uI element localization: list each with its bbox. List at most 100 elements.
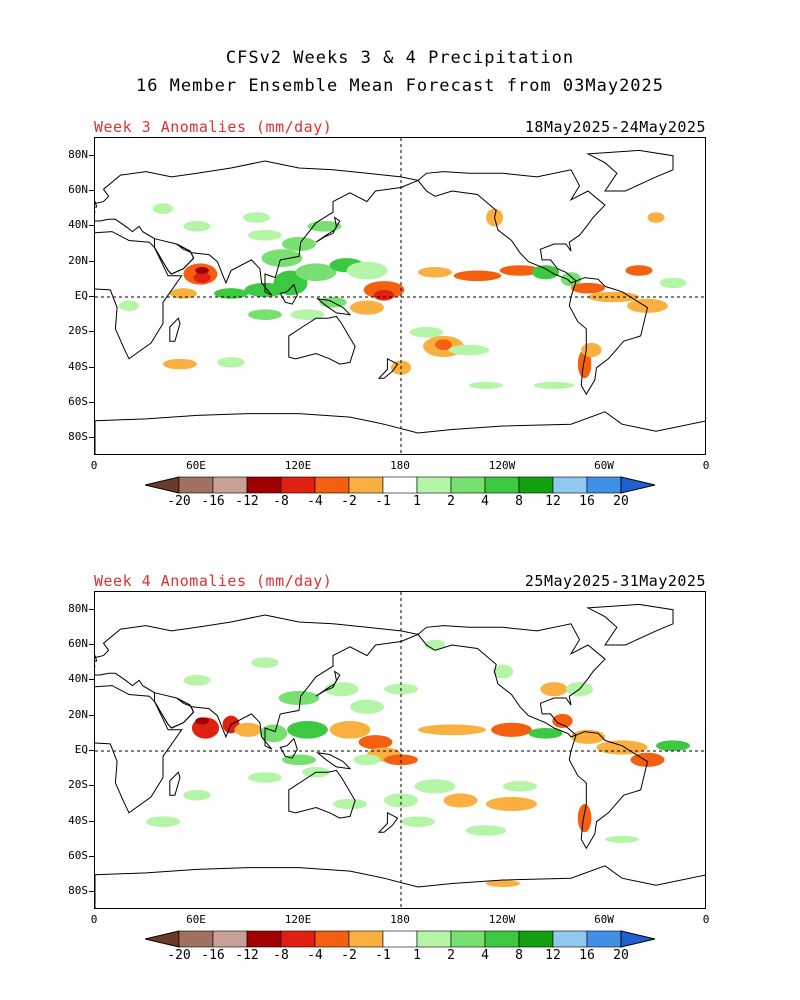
lat-label: 40S (68, 813, 88, 827)
anomaly-patch (248, 309, 282, 320)
colorbar-label: 20 (613, 494, 629, 509)
anomaly-patch (248, 229, 282, 241)
lat-tick (89, 644, 94, 645)
lat-tick (89, 225, 94, 227)
lat-label: 60S (68, 849, 88, 862)
colorbar-label: 8 (515, 948, 523, 963)
colorbar-svg (145, 476, 656, 494)
anomaly-patch (627, 298, 668, 313)
colorbar-label: -20 (167, 494, 191, 509)
anomaly-patch (577, 350, 592, 379)
lat-tick (89, 296, 94, 297)
coastline-madagascar (169, 317, 181, 342)
coastline-new-zealand (377, 357, 399, 379)
lat-tick (89, 820, 94, 822)
colorbar-label: -12 (235, 494, 259, 509)
coastline-madagascar (169, 771, 181, 796)
colorbar-label: -2 (341, 948, 357, 963)
lat-label: 40N (68, 672, 88, 686)
colorbar-swatch (586, 930, 622, 948)
anomaly-patch (217, 357, 245, 368)
colorbar-svg (145, 930, 656, 948)
colorbar-arrow-low (145, 476, 180, 494)
anomaly-patch (295, 263, 337, 282)
lon-label: 120W (488, 459, 516, 472)
anomaly-patch (528, 728, 563, 739)
anomaly-patch (118, 300, 140, 312)
colorbar-swatch (178, 930, 214, 948)
anomaly-patch (183, 221, 211, 232)
colorbar-label: 1 (413, 948, 421, 963)
anomaly-patch (540, 682, 568, 697)
anomaly-patch (503, 781, 537, 792)
map1-svg (95, 138, 705, 454)
anomaly-patch (465, 825, 507, 836)
colorbar-label: -16 (201, 494, 225, 509)
anomaly-patch (659, 277, 687, 289)
lat-tick (89, 679, 94, 681)
coastline-greenland (586, 603, 674, 646)
colorbar-swatch (212, 930, 248, 948)
colorbar-swatch (484, 476, 520, 494)
lat-tick (89, 750, 94, 751)
anomaly-patch (656, 740, 690, 751)
anomaly-patch (346, 236, 388, 252)
lat-label: 20N (68, 707, 88, 721)
colorbar-label: -1 (375, 948, 391, 963)
coastline-africa (95, 685, 183, 814)
coastline-new-guinea (316, 298, 352, 316)
lat-tick (89, 608, 94, 610)
colorbar-swatch (552, 930, 588, 948)
anomaly-patch (492, 664, 514, 679)
colorbar-arrow-low (145, 930, 180, 948)
anomaly-patch (234, 722, 262, 737)
anomaly-patch (193, 272, 211, 283)
anomaly-patch (401, 816, 435, 827)
colorbar-swatch (518, 930, 554, 948)
colorbar-label: -12 (235, 948, 259, 963)
coastline-borneo (279, 283, 298, 305)
anomaly-patch (261, 249, 303, 267)
colorbar-swatch (314, 476, 350, 494)
coastline-australia (288, 769, 356, 819)
anomaly-patch (329, 720, 371, 739)
colorbar-swatch (246, 930, 282, 948)
anomaly-patch (373, 289, 395, 301)
anomaly-patch (581, 342, 602, 358)
colorbar-label: -16 (201, 948, 225, 963)
lat-tick (89, 154, 94, 156)
week3-colorbar: -20 -16 -12 -8 -4 -2 -1 1 2 4 8 12 16 20 (145, 476, 657, 509)
anomaly-patch (577, 804, 592, 833)
colorbar-swatch (280, 930, 316, 948)
lon-label: 180 (390, 459, 410, 472)
colorbar-arrow-high (620, 476, 656, 494)
coastline-japan (315, 216, 341, 243)
lat-tick (89, 785, 94, 787)
colorbar-swatch (348, 930, 384, 948)
anomaly-patch (287, 720, 328, 739)
lat-label: 60N (68, 637, 88, 650)
colorbar-label: 4 (481, 948, 489, 963)
colorbar-swatch (382, 930, 418, 948)
coastline-arabia (154, 238, 195, 275)
colorbar-swatch (484, 930, 520, 948)
lon-label: 60E (186, 459, 206, 472)
anomaly-patch (282, 236, 316, 252)
lat-tick (89, 260, 94, 262)
colorbar-swatch (212, 476, 248, 494)
colorbar-label: -4 (307, 494, 323, 509)
colorbar-label: 20 (613, 948, 629, 963)
lon-label: 60W (594, 459, 614, 472)
colorbar-label: 2 (447, 948, 455, 963)
lat-tick (89, 437, 94, 439)
lat-label: 20S (68, 324, 88, 338)
lat-tick (89, 331, 94, 333)
colorbar-swatch (518, 476, 554, 494)
anomaly-patch (418, 266, 452, 278)
anomaly-patch (424, 639, 446, 651)
anomaly-patch (414, 779, 456, 794)
anomaly-patch (491, 722, 532, 737)
colorbar-label: 1 (413, 494, 421, 509)
lon-label: 180 (390, 913, 410, 926)
lat-label: 80N (68, 601, 88, 615)
